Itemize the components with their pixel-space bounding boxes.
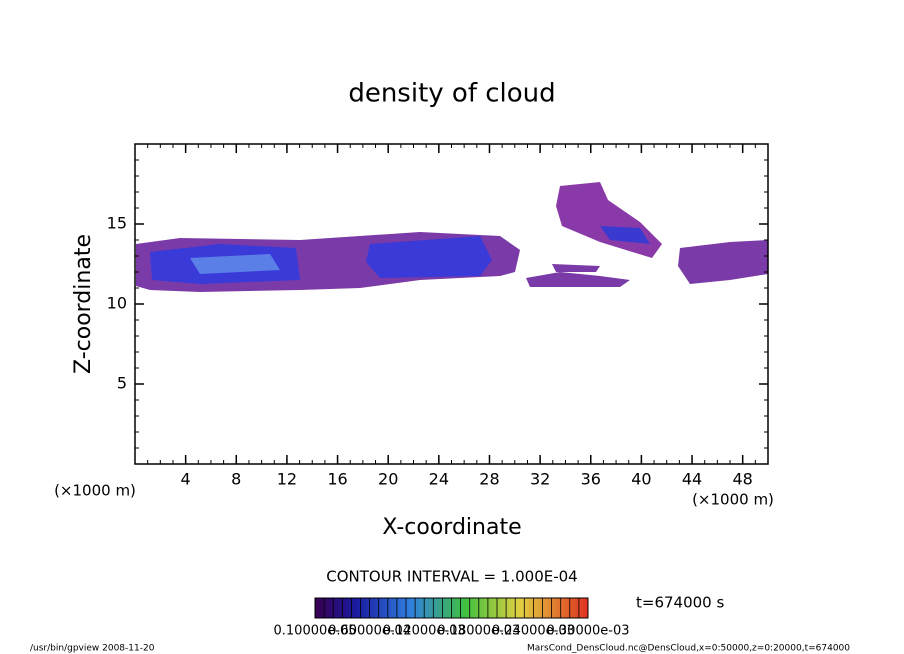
y-tick-label: 10 bbox=[107, 294, 127, 313]
x-tick-label: 36 bbox=[581, 470, 601, 489]
y-unit: (×1000 m) bbox=[692, 491, 774, 509]
x-tick-label: 48 bbox=[733, 470, 753, 489]
colorbar-label: 0.60000e-04 bbox=[328, 624, 411, 639]
x-tick-label: 12 bbox=[277, 470, 297, 489]
y-tick-label: 5 bbox=[117, 374, 127, 393]
x-tick-label: 16 bbox=[327, 470, 347, 489]
x-tick-label: 28 bbox=[479, 470, 499, 489]
footer-right: MarsCond_DensCloud.nc@DensCloud,x=0:5000… bbox=[527, 644, 850, 654]
cloud-field bbox=[136, 182, 768, 292]
colorbar-label: 0.10000e-05 bbox=[274, 624, 357, 639]
x-unit: (×1000 m) bbox=[54, 482, 136, 500]
x-tick-label: 32 bbox=[530, 470, 550, 489]
x-tick-label: 8 bbox=[231, 470, 241, 489]
x-axis-label: X-coordinate bbox=[382, 515, 521, 540]
colorbar-label: 0.30000e-03 bbox=[547, 624, 630, 639]
y-tick-label: 15 bbox=[107, 214, 127, 233]
y-axis-label: Z-coordinate bbox=[71, 234, 96, 374]
colorbar-label: 0.12000e-03 bbox=[383, 624, 466, 639]
plot-frame bbox=[134, 143, 769, 465]
colorbar-label: 0.24000e-03 bbox=[492, 624, 575, 639]
contour-interval: CONTOUR INTERVAL = 1.000E-04 bbox=[326, 568, 577, 586]
footer-left: /usr/bin/gpview 2008-11-20 bbox=[30, 644, 155, 654]
x-tick-label: 20 bbox=[378, 470, 398, 489]
colorbar-label: 0.18000e-03 bbox=[437, 624, 520, 639]
chart-title: density of cloud bbox=[348, 79, 555, 109]
time-label: t=674000 s bbox=[636, 594, 724, 612]
x-tick-label: 40 bbox=[631, 470, 651, 489]
x-tick-label: 4 bbox=[181, 470, 191, 489]
x-tick-label: 24 bbox=[429, 470, 449, 489]
x-tick-label: 44 bbox=[682, 470, 702, 489]
